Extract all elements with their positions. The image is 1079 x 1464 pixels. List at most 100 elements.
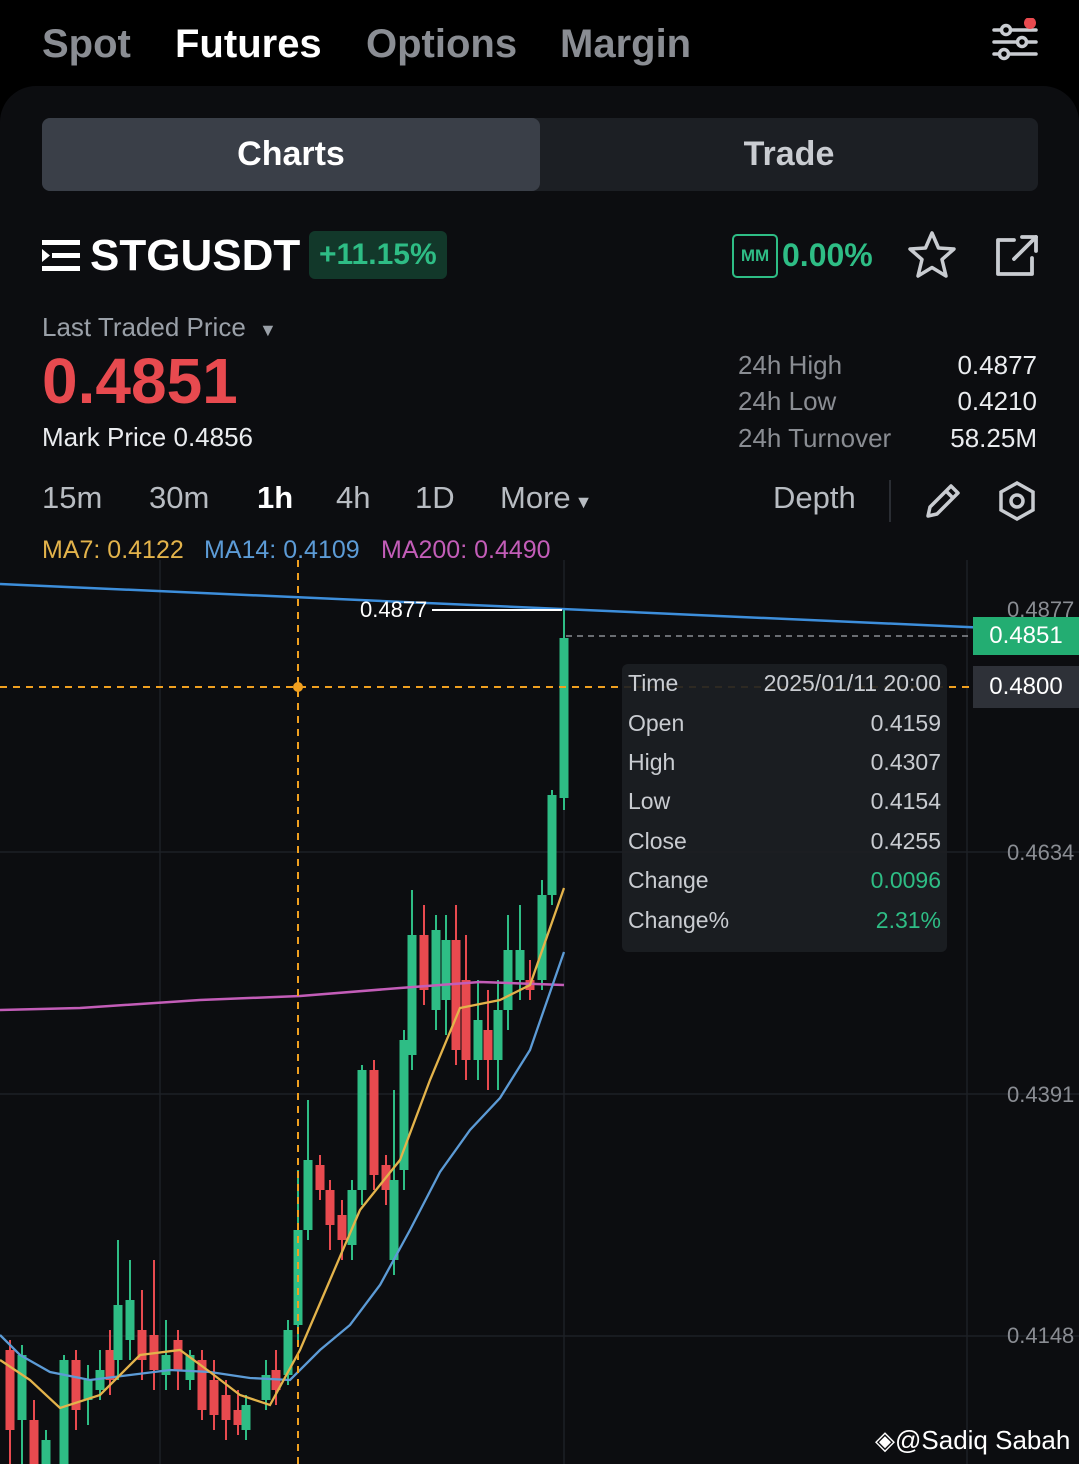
stat-turnover-value: 58.25M (950, 423, 1037, 453)
candle-body (41, 1440, 51, 1464)
last-price-label[interactable]: Last Traded Price ▼ (42, 312, 277, 342)
candlestick-chart[interactable] (0, 560, 1079, 1464)
candle-body (483, 1030, 493, 1060)
candle-body (233, 1410, 243, 1425)
caret-down-icon: ▼ (259, 320, 277, 340)
high-price-marker: 0.4877 (360, 597, 428, 622)
mm-badge[interactable]: MM (732, 234, 778, 278)
tooltip-changepct-value: 2.31% (875, 907, 941, 933)
ma7-legend: MA7: 0.4122 (42, 536, 184, 564)
market-type-nav: Spot Futures Options Margin (0, 0, 1079, 88)
caret-down-icon: ▼ (574, 492, 593, 512)
view-switcher: Charts Trade (42, 118, 1038, 191)
menu-icon[interactable] (42, 238, 80, 274)
tooltip-high-label: High (628, 749, 676, 775)
tooltip-time-value: 2025/01/11 20:00 (763, 670, 941, 696)
candle-body (547, 795, 557, 895)
tooltip-change-label: Change (628, 867, 709, 893)
candle-body (461, 980, 471, 1060)
tooltip-change-value: 0.0096 (870, 867, 941, 893)
candle-body (283, 1330, 293, 1375)
star-favorite-icon[interactable] (906, 230, 958, 280)
candle-body (315, 1165, 325, 1190)
last-price: 0.4851 (42, 345, 238, 417)
candle-body (419, 935, 429, 990)
ma14-legend: MA14: 0.4109 (204, 536, 360, 564)
tooltip-close-label: Close (628, 828, 687, 854)
depth-tab[interactable]: Depth (773, 480, 856, 515)
tooltip-changepct-label: Change% (628, 907, 730, 933)
mark-price: Mark Price 0.4856 (42, 422, 254, 452)
settings-hex-icon[interactable] (996, 480, 1038, 522)
candle-body (369, 1070, 379, 1175)
tooltip-open-label: Open (628, 710, 685, 736)
candle-body (493, 1010, 503, 1060)
interval-15m[interactable]: 15m (42, 480, 103, 515)
stat-high-label: 24h High (738, 350, 843, 380)
tab-futures[interactable]: Futures (175, 22, 322, 66)
stat-turnover-label: 24h Turnover (738, 423, 892, 453)
candle-body (137, 1330, 147, 1360)
mm-value: 0.00% (782, 237, 873, 273)
axis-label: 0.4148 (1007, 1323, 1075, 1348)
charts-tab[interactable]: Charts (42, 118, 540, 191)
pencil-draw-icon[interactable] (922, 480, 964, 522)
interval-1d[interactable]: 1D (415, 480, 455, 515)
tab-options[interactable]: Options (366, 22, 518, 66)
candle-body (221, 1395, 231, 1420)
symbol-name[interactable]: STGUSDT (90, 231, 301, 280)
candle-body (29, 1420, 39, 1464)
interval-30m[interactable]: 30m (149, 480, 210, 515)
divider (889, 480, 891, 522)
candle-body (83, 1380, 93, 1400)
crosshair-price-tag: 0.4800 (973, 666, 1079, 708)
candle-body (125, 1300, 135, 1340)
candle-body (399, 1040, 409, 1170)
candle-body (105, 1350, 115, 1380)
candle-body (357, 1070, 367, 1190)
watermark: ◈@Sadiq Sabah (875, 1425, 1071, 1455)
ma200-legend: MA200: 0.4490 (381, 536, 551, 564)
candle-body (473, 1020, 483, 1060)
candle-body (95, 1370, 105, 1390)
candle-body (451, 940, 461, 1050)
last-price-tag: 0.4851 (973, 617, 1079, 655)
candle-body (197, 1360, 207, 1410)
candle-body (113, 1305, 123, 1360)
candle-body (431, 930, 441, 1010)
share-external-icon[interactable] (992, 232, 1040, 280)
candle-body (389, 1180, 399, 1260)
candle-body (407, 935, 417, 1055)
interval-more[interactable]: More ▼ (500, 480, 593, 515)
stat-high-value: 0.4877 (957, 350, 1037, 380)
candle-body (503, 950, 513, 1010)
candle-body (261, 1375, 271, 1400)
interval-4h[interactable]: 4h (336, 480, 371, 515)
candle-body (5, 1350, 15, 1430)
candle-body (173, 1340, 183, 1370)
filter-settings-icon[interactable] (990, 18, 1040, 64)
candle-body (71, 1360, 81, 1410)
candle-body (537, 895, 547, 980)
tooltip-open-value: 0.4159 (870, 710, 941, 736)
stat-low-label: 24h Low (738, 386, 837, 416)
candle-body (337, 1215, 347, 1240)
stat-low-value: 0.4210 (957, 386, 1037, 416)
tooltip-time-label: Time (628, 670, 679, 696)
tooltip-low-label: Low (628, 788, 671, 814)
tab-spot[interactable]: Spot (42, 22, 131, 66)
candle-tooltip (622, 664, 947, 952)
trade-tab[interactable]: Trade (743, 135, 835, 173)
candle-body (347, 1190, 357, 1245)
candle-body (303, 1160, 313, 1230)
tab-margin[interactable]: Margin (560, 22, 692, 66)
candle-body (441, 940, 451, 1000)
axis-label: 0.4391 (1007, 1082, 1075, 1107)
candle-body (17, 1355, 27, 1420)
interval-1h[interactable]: 1h (257, 480, 294, 515)
axis-label: 0.4634 (1007, 840, 1075, 865)
candle-body (325, 1190, 335, 1225)
change-badge: +11.15% (309, 231, 447, 279)
candle-body (59, 1360, 69, 1464)
logo-icon: ◈ (875, 1425, 895, 1455)
